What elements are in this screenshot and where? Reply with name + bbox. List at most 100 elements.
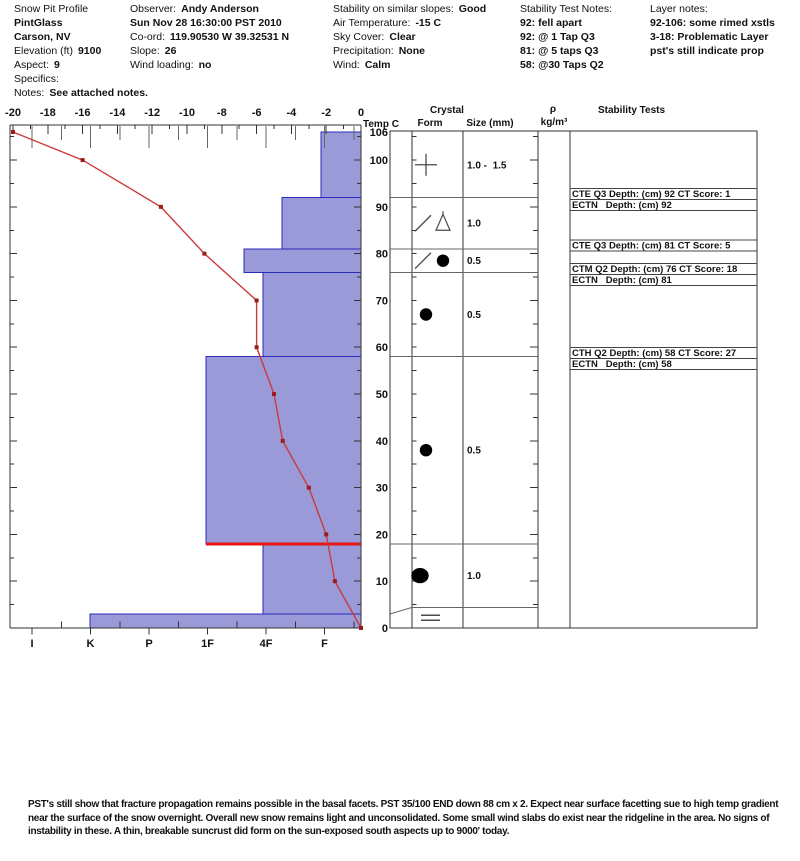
- grain-size-value: 1.0: [467, 571, 481, 582]
- temp-axis-label: -16: [75, 107, 91, 119]
- depth-label: 70: [376, 295, 388, 307]
- info-label: Stability on similar slopes:: [333, 3, 454, 15]
- info-label: Aspect:: [14, 59, 50, 71]
- header-column-stability-test-notes: Stability Test Notes: 92: fell apart 92: @…: [520, 2, 617, 72]
- depth-label: 100: [370, 155, 388, 167]
- stability-test-result: ECTN Depth: (cm) 81: [572, 275, 672, 286]
- info-label: Observer:: [130, 3, 177, 15]
- info-line: Carson, NV: [14, 30, 148, 44]
- temperature-point-marker: [306, 485, 311, 490]
- hardness-axis-label: 4F: [260, 638, 273, 650]
- info-value: 9: [54, 59, 60, 71]
- depth-label: 0: [382, 623, 388, 635]
- info-line: Air Temperature: -15 C: [333, 16, 486, 30]
- crystal-graupel-icon: [435, 212, 451, 231]
- crystal-slash-icon: [414, 214, 432, 232]
- layer-bar-hardness-4F: [262, 271, 362, 358]
- hardness-axis-label: 1F: [201, 638, 214, 650]
- info-label: Co-ord:: [130, 31, 166, 43]
- info-line: 58: @30 Taps Q2: [520, 58, 617, 72]
- grain-size-value: 1.0 - 1.5: [467, 160, 507, 171]
- header-column-observation: Observer: Andy Anderson Sun Nov 28 16:30:0…: [130, 2, 289, 72]
- temperature-point-marker: [359, 626, 363, 630]
- info-value: Andy Anderson: [181, 3, 259, 15]
- crystal-dot-icon: [436, 254, 450, 267]
- info-value: 92: @ 1 Tap Q3: [520, 31, 595, 43]
- depth-axis-title: Temp C: [363, 119, 399, 130]
- layer-bar-hardness-4F-F: [281, 197, 362, 250]
- layer-bar-hardness-K: [89, 613, 362, 629]
- temperature-point-marker: [80, 158, 85, 163]
- snowpit-chart: -20 -18 -16 -14 -12 -10 -8 -6 -4 -2 0I K P 1F 4F F10610…: [5, 104, 758, 650]
- info-label: Notes:: [14, 87, 45, 99]
- grain-size-value: 0.5: [467, 256, 481, 267]
- info-value: 119.90530 W 39.32531 N: [170, 31, 290, 43]
- temperature-line: [12, 131, 362, 629]
- info-value: 58: @30 Taps Q2: [520, 59, 604, 71]
- info-label: Wind:: [333, 59, 360, 71]
- grain-size-value: 1.0: [467, 219, 481, 230]
- panel-outer-box: [389, 130, 758, 629]
- density-header: kg/m³: [541, 117, 568, 128]
- crystal-slash-icon: [414, 252, 432, 270]
- info-value: Carson, NV: [14, 31, 71, 43]
- info-label: Elevation (ft): [14, 45, 73, 57]
- crystal-form-header: Crystal: [430, 105, 464, 116]
- info-line: 92: @ 1 Tap Q3: [520, 30, 617, 44]
- stability-tests-header: Stability Tests: [598, 105, 665, 116]
- hardness-axis-label: I: [30, 638, 33, 650]
- temperature-point-marker: [280, 438, 285, 443]
- info-line: Wind loading: no: [130, 58, 289, 72]
- info-value: Sun Nov 28 16:30:00 PST 2010: [130, 17, 282, 29]
- crystal-dot-icon: [419, 308, 433, 321]
- temperature-point-marker: [202, 251, 207, 256]
- info-value: pst's still indicate prop: [650, 45, 764, 57]
- hardness-axis-label: P: [145, 638, 152, 650]
- info-label: Slope:: [130, 45, 160, 57]
- info-line: 92: fell apart: [520, 16, 617, 30]
- depth-label: 20: [376, 529, 388, 541]
- info-value: 92-106: some rimed xstls: [650, 17, 775, 29]
- info-label: Specifics:: [14, 73, 59, 85]
- temp-axis-label: -10: [179, 107, 195, 119]
- header-column-location: Snow Pit Profile PintGlass Carson, NV Eleva…: [14, 2, 148, 100]
- info-line: Aspect: 9: [14, 58, 148, 72]
- info-label: Air Temperature:: [333, 17, 411, 29]
- crystal-form-header: Form: [418, 118, 443, 129]
- info-value: None: [398, 45, 425, 57]
- depth-label: 50: [376, 389, 388, 401]
- info-value: 92: fell apart: [520, 17, 582, 29]
- crystal-dot-icon: [419, 443, 433, 457]
- stability-test-result: CTE Q3 Depth: (cm) 81 CT Score: 5: [572, 240, 731, 251]
- temp-axis-label: -20: [5, 107, 21, 119]
- temperature-point-marker: [332, 579, 337, 584]
- hardness-axis-label: K: [87, 638, 95, 650]
- temp-axis-label: -12: [144, 107, 160, 119]
- info-line: Slope: 26: [130, 44, 289, 58]
- depth-label: 40: [376, 436, 388, 448]
- info-line: Sun Nov 28 16:30:00 PST 2010: [130, 16, 289, 30]
- info-line: PintGlass: [14, 16, 148, 30]
- stability-test-result: CTE Q3 Depth: (cm) 92 CT Score: 1: [572, 189, 731, 200]
- density-header: ρ: [550, 104, 556, 115]
- info-line: Specifics:: [14, 72, 148, 86]
- depth-label: 90: [376, 202, 388, 214]
- temp-axis-label: 0: [358, 107, 364, 119]
- info-line: Layer notes:: [650, 2, 775, 16]
- info-label: Sky Cover:: [333, 31, 385, 43]
- temperature-point-marker: [158, 204, 163, 209]
- temperature-point-marker: [324, 532, 329, 537]
- info-value: 26: [164, 45, 177, 57]
- depth-label: 106: [370, 127, 388, 139]
- temp-axis-label: -4: [287, 107, 298, 119]
- depth-label: 60: [376, 342, 388, 354]
- panel-layer-connector: [389, 606, 413, 615]
- layer-bar-hardness-4F: [262, 543, 362, 615]
- stability-test-result: CTM Q2 Depth: (cm) 76 CT Score: 18: [572, 264, 737, 275]
- info-label: Snow Pit Profile: [14, 3, 89, 15]
- info-line: Snow Pit Profile: [14, 2, 148, 16]
- info-value: Calm: [364, 59, 391, 71]
- info-line: Notes: See attached notes.: [14, 86, 148, 100]
- grain-size-header: Size (mm): [466, 118, 513, 129]
